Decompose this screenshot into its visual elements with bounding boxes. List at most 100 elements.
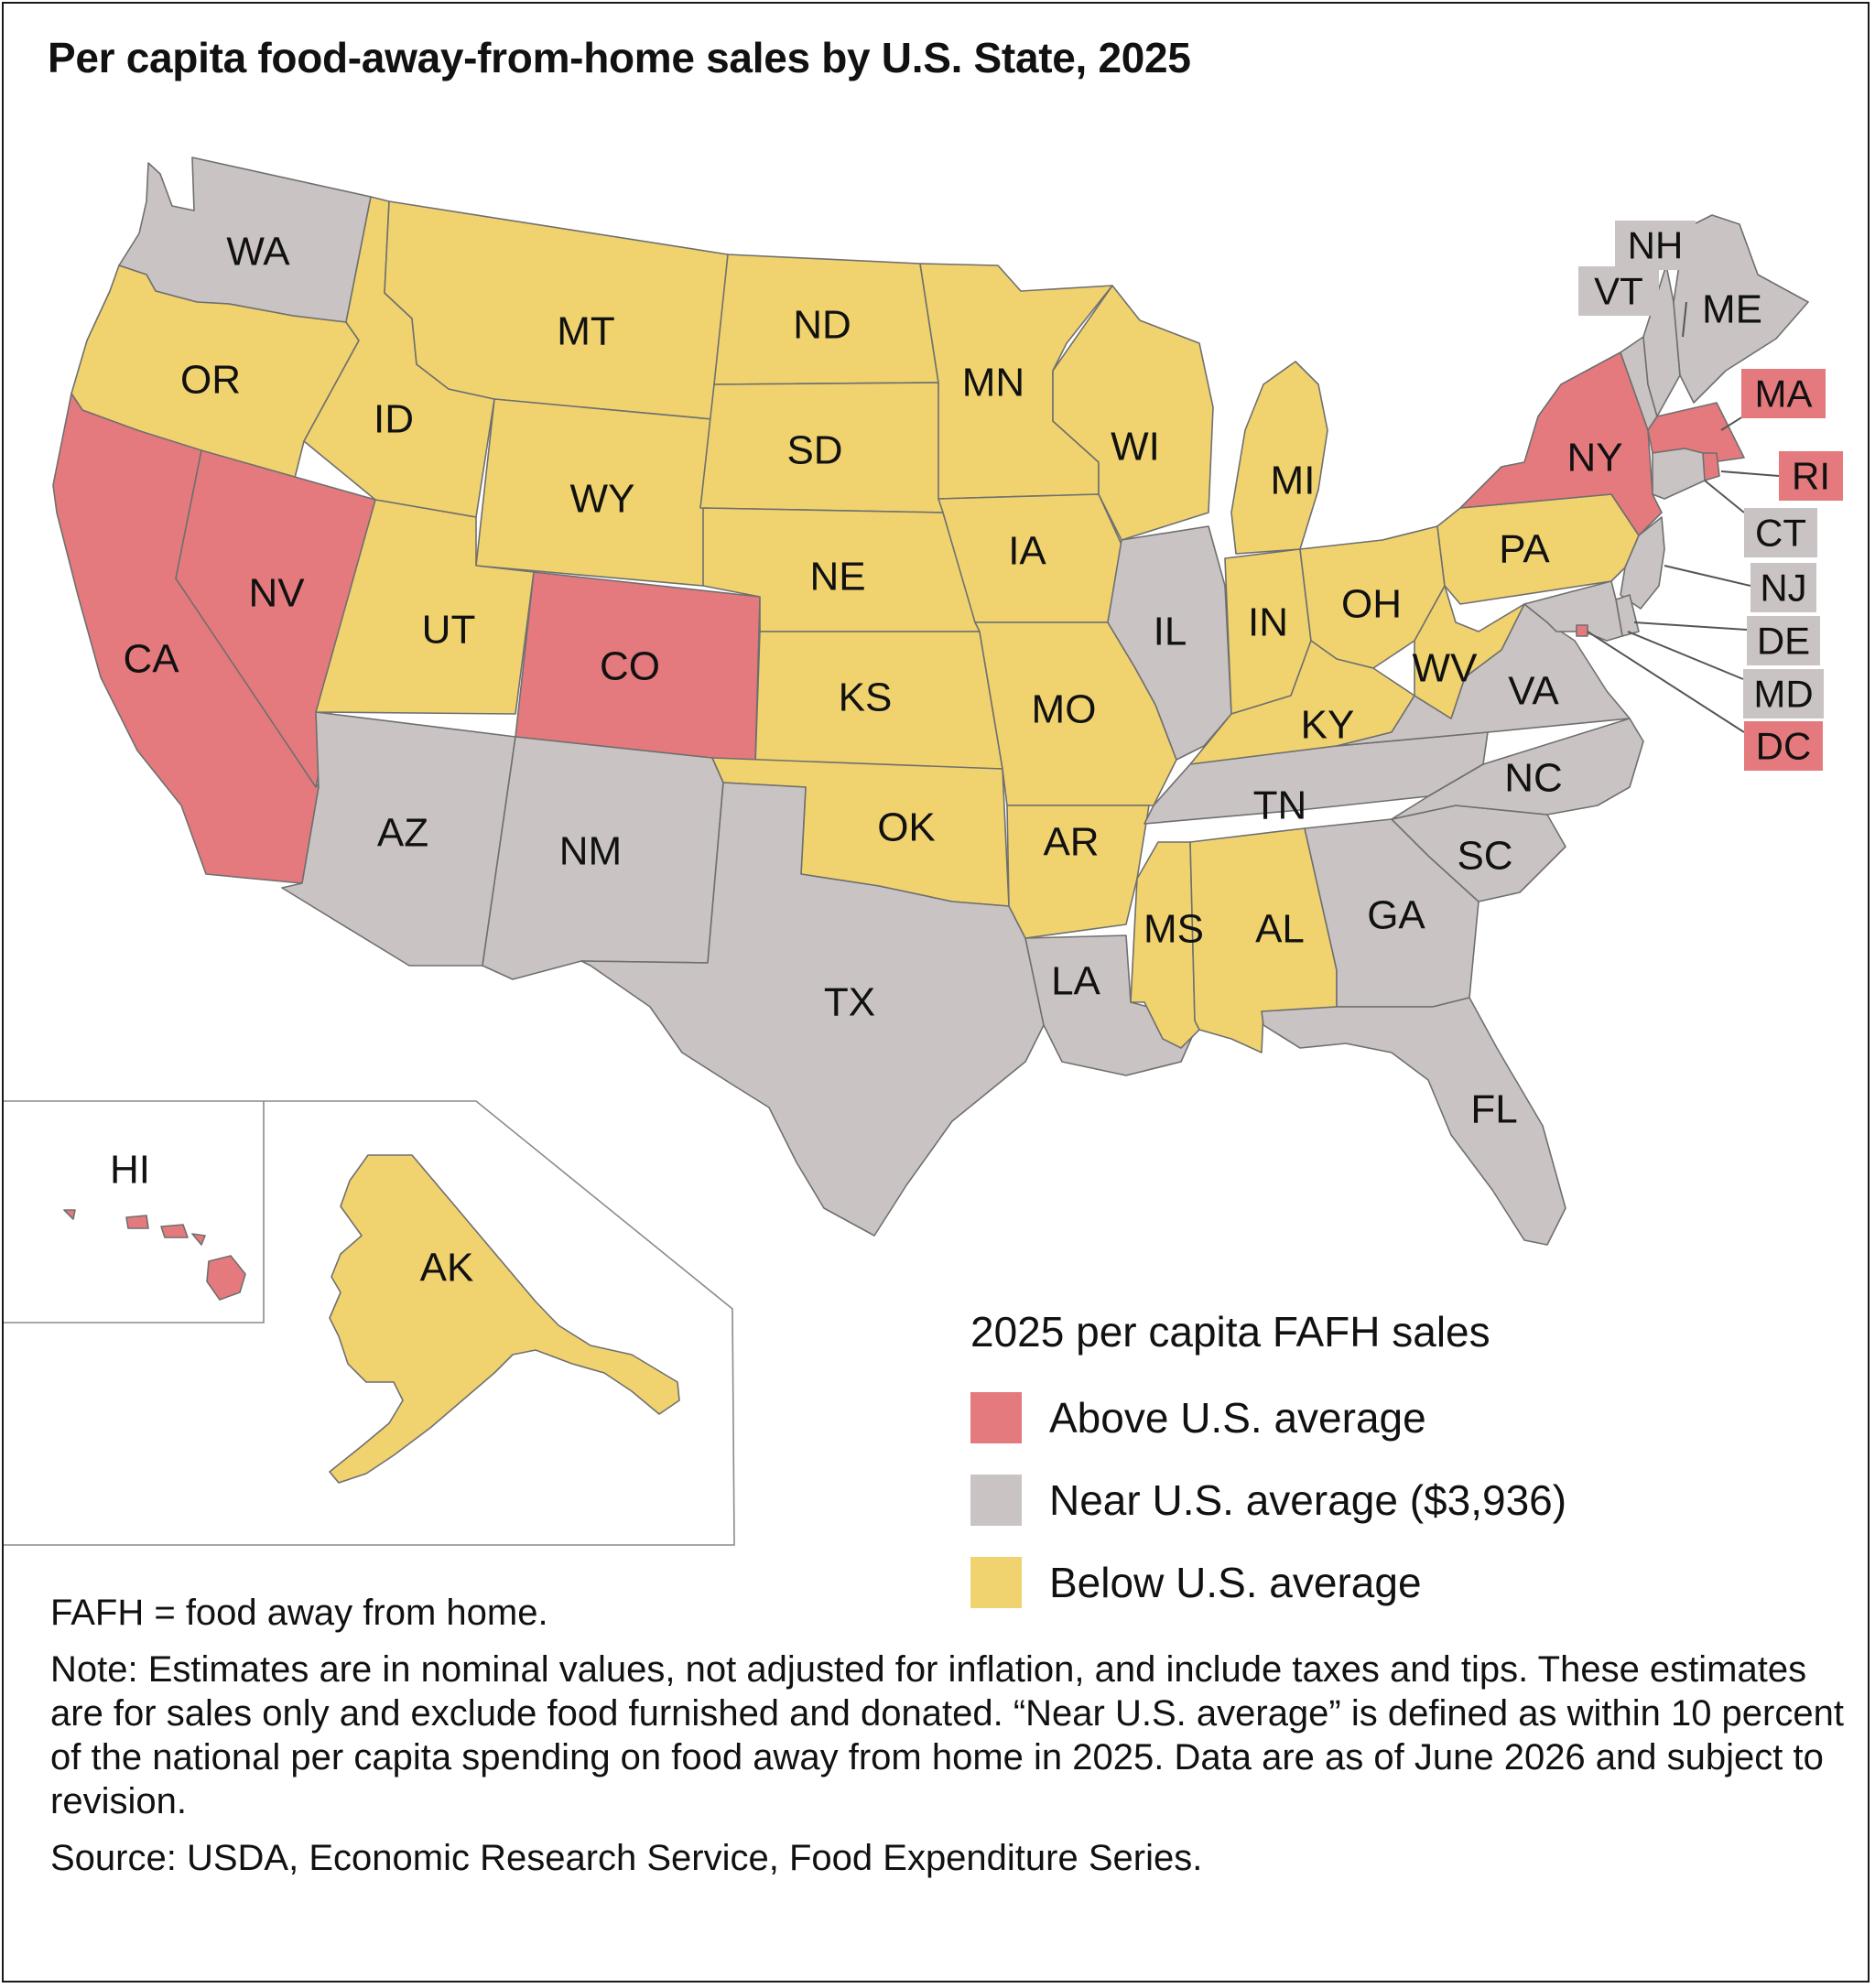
state-label-mt: MT <box>557 309 615 354</box>
state-label-md: MD <box>1753 673 1813 716</box>
state-label-box-ri <box>1779 451 1843 501</box>
state-label-or: OR <box>180 358 241 403</box>
legend-swatch-near <box>970 1475 1022 1526</box>
legend-item-near: Near U.S. average ($3,936) <box>970 1459 1566 1541</box>
state-label-sd: SD <box>786 428 842 473</box>
state-label-tx: TX <box>824 980 875 1025</box>
state-label-wa: WA <box>226 230 290 275</box>
state-label-ok: OK <box>877 805 936 850</box>
state-label-az: AZ <box>377 811 428 856</box>
state-wv <box>1414 585 1525 719</box>
state-label-ma: MA <box>1755 373 1813 416</box>
state-label-ne: NE <box>809 555 865 600</box>
state-label-de: DE <box>1757 620 1810 663</box>
state-label-ar: AR <box>1043 820 1099 865</box>
state-label-wv: WV <box>1413 646 1479 691</box>
state-label-vt: VT <box>1594 270 1643 313</box>
state-label-box-de <box>1747 616 1820 665</box>
state-label-in: IN <box>1248 600 1288 645</box>
state-label-ny: NY <box>1566 436 1622 481</box>
state-label-nv: NV <box>248 571 305 616</box>
state-dc <box>1576 624 1588 637</box>
state-label-box-dc <box>1744 721 1823 771</box>
state-label-nm: NM <box>559 829 622 874</box>
leader-line-ri <box>1720 470 1780 477</box>
legend: 2025 per capita FAFH sales Above U.S. av… <box>970 1307 1566 1624</box>
state-label-mo: MO <box>1032 687 1097 732</box>
legend-item-above: Above U.S. average <box>970 1377 1566 1459</box>
state-tx <box>580 782 1045 1237</box>
state-label-ut: UT <box>422 608 476 653</box>
state-label-co: CO <box>600 644 660 689</box>
notes: FAFH = food away from home. Note: Estima… <box>50 1591 1845 1893</box>
state-label-ms: MS <box>1143 907 1204 952</box>
state-label-ak: AK <box>420 1246 474 1291</box>
legend-item-below: Below U.S. average <box>970 1541 1566 1624</box>
state-md <box>1523 580 1623 642</box>
legend-label-below: Below U.S. average <box>1049 1559 1422 1606</box>
legend-swatch-above <box>970 1392 1022 1443</box>
state-il <box>1107 525 1232 761</box>
state-mi <box>1230 361 1328 555</box>
state-label-ct: CT <box>1755 512 1806 555</box>
state-label-tn: TN <box>1253 783 1307 828</box>
state-label-wy: WY <box>570 477 635 522</box>
map-title: Per capita food-away-from-home sales by … <box>48 34 1191 81</box>
legend-title: 2025 per capita FAFH sales <box>970 1308 1490 1356</box>
state-label-mi: MI <box>1271 459 1316 503</box>
source-note: Source: USDA, Economic Research Service,… <box>50 1838 1203 1878</box>
state-label-nc: NC <box>1504 756 1563 801</box>
methodology-note: Note: Estimates are in nominal values, n… <box>50 1649 1844 1821</box>
state-label-box-nj <box>1750 563 1816 612</box>
state-nc <box>1391 718 1644 820</box>
state-label-hi: HI <box>110 1148 150 1193</box>
state-ct <box>1652 448 1706 500</box>
state-ar <box>1006 805 1150 939</box>
state-label-fl: FL <box>1470 1087 1517 1132</box>
state-label-nh: NH <box>1628 224 1684 267</box>
legend-label-above: Above U.S. average <box>1049 1394 1426 1442</box>
state-label-ky: KY <box>1301 703 1355 748</box>
state-label-me: ME <box>1702 287 1762 332</box>
state-label-dc: DC <box>1756 725 1812 768</box>
inset-frame-lines <box>4 1100 735 1546</box>
leader-line-dc <box>1587 631 1745 733</box>
state-label-box-ct <box>1744 508 1817 557</box>
state-label-box-ma <box>1741 369 1826 418</box>
leader-line-md <box>1627 631 1744 680</box>
state-label-nj: NJ <box>1760 567 1806 610</box>
state-label-ia: IA <box>1008 529 1046 574</box>
legend-swatch-below <box>970 1557 1022 1608</box>
state-hi <box>63 1209 246 1301</box>
state-label-ri: RI <box>1792 455 1830 498</box>
abbreviation-note: FAFH = food away from home. <box>50 1593 548 1633</box>
state-ak <box>329 1154 680 1484</box>
state-ca <box>52 393 320 884</box>
state-label-box-vt <box>1578 266 1659 316</box>
state-label-sc: SC <box>1457 834 1512 879</box>
leader-line-de <box>1633 621 1748 631</box>
state-label-al: AL <box>1255 907 1305 952</box>
state-label-nd: ND <box>793 303 851 348</box>
state-label-oh: OH <box>1341 582 1402 627</box>
state-label-id: ID <box>374 397 414 442</box>
state-label-ks: KS <box>839 675 893 720</box>
state-label-ca: CA <box>123 637 179 682</box>
state-label-box-nh <box>1615 221 1696 270</box>
legend-label-near: Near U.S. average ($3,936) <box>1049 1476 1567 1524</box>
state-label-ga: GA <box>1367 893 1425 938</box>
state-label-wi: WI <box>1111 425 1160 470</box>
state-la <box>1024 935 1200 1076</box>
leader-line-nj <box>1664 565 1751 587</box>
state-label-box-md <box>1743 669 1824 718</box>
state-label-il: IL <box>1154 610 1187 654</box>
state-label-pa: PA <box>1499 527 1550 572</box>
state-me <box>1673 214 1809 404</box>
leader-line-ct <box>1704 480 1745 513</box>
state-fl <box>1261 997 1566 1246</box>
state-label-mn: MN <box>962 361 1024 405</box>
state-label-va: VA <box>1508 669 1559 714</box>
state-label-la: LA <box>1051 959 1100 1004</box>
state-wi <box>1052 285 1214 541</box>
